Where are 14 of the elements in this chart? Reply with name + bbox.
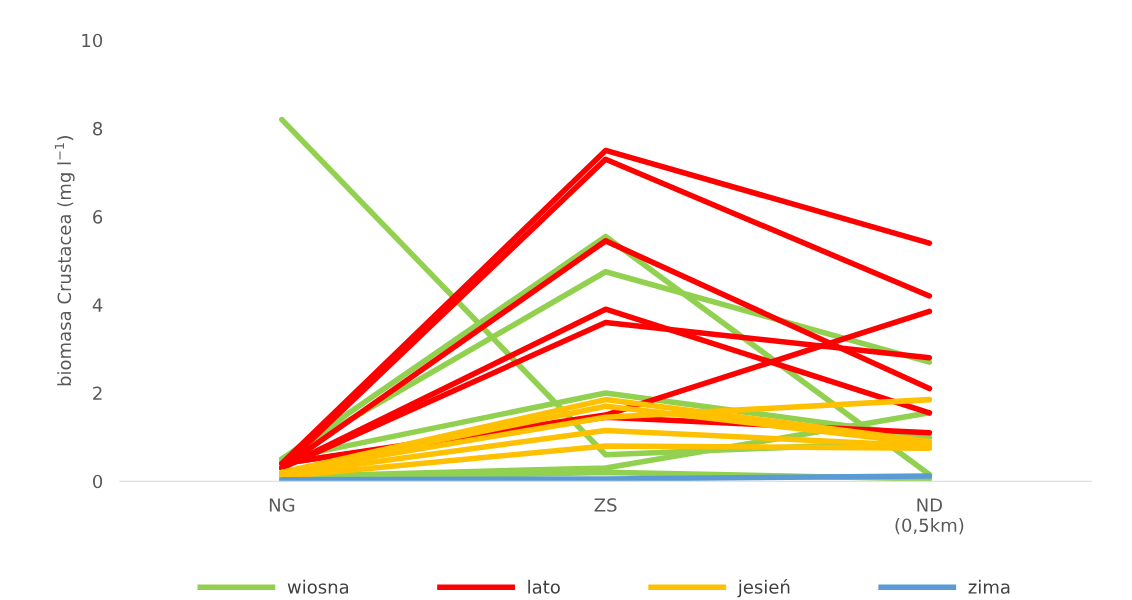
y-tick-label: 4 [92,298,103,312]
y-tick-label: 8 [93,121,103,136]
y-tick-label: 6 [93,210,103,224]
legend-label: lato [528,579,560,594]
legend-label: wiosna [287,579,349,594]
legend-label: jesień [737,579,790,598]
y-tick-label: 2 [93,386,102,400]
y-tick-label: 10 [82,33,103,48]
x-tick-label: ZS [594,498,617,512]
y-axis-title: biomasa Crustacea (mg l$^{−1}$) [54,136,75,386]
y-tick-label: 0 [93,474,103,489]
x-tick-label: NG [269,498,295,512]
x-tick-label: ND (0,5km) [895,498,964,535]
legend-label: zima [968,579,1010,594]
